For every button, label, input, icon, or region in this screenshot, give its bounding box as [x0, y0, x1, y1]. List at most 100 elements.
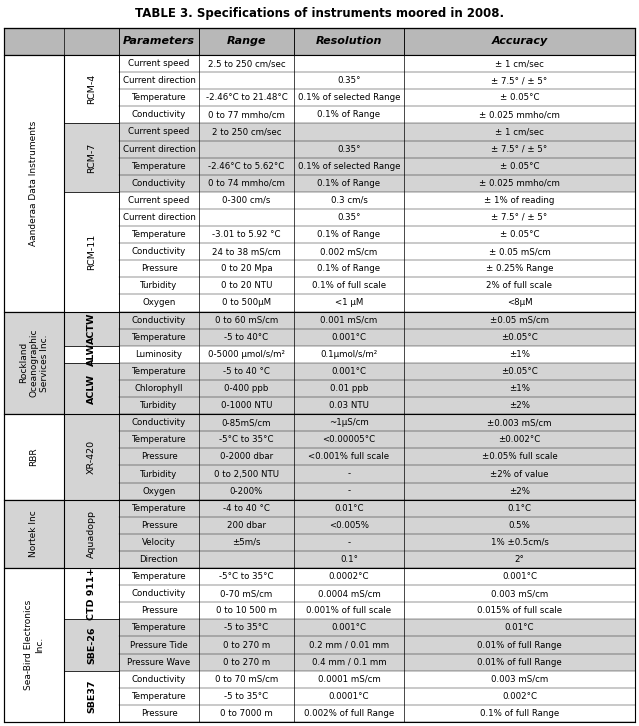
- Bar: [64, 671, 119, 722]
- Bar: [64, 123, 119, 192]
- Text: Temperature: Temperature: [132, 333, 187, 342]
- Text: ± 0.025 mmho/cm: ± 0.025 mmho/cm: [479, 179, 560, 188]
- Text: 0.1% of Range: 0.1% of Range: [318, 230, 381, 239]
- Text: 0.001 mS/cm: 0.001 mS/cm: [320, 316, 378, 325]
- Bar: [64, 619, 119, 671]
- Bar: [119, 619, 635, 671]
- Text: Direction: Direction: [139, 555, 178, 564]
- Text: Resolution: Resolution: [316, 36, 382, 46]
- Text: Current direction: Current direction: [123, 76, 196, 85]
- Text: 0 to 7000 m: 0 to 7000 m: [220, 709, 273, 718]
- Text: <0.00005°C: <0.00005°C: [323, 436, 376, 444]
- Text: Temperature: Temperature: [132, 162, 187, 171]
- Text: Pressure Tide: Pressure Tide: [130, 640, 188, 650]
- Text: 0.35°: 0.35°: [337, 213, 361, 222]
- Text: ± 0.05°C: ± 0.05°C: [500, 93, 539, 102]
- Text: Pressure: Pressure: [141, 264, 178, 273]
- Text: SBE37: SBE37: [87, 680, 96, 713]
- Text: Temperature: Temperature: [132, 572, 187, 581]
- Bar: [119, 55, 635, 123]
- Text: 0.001% of full scale: 0.001% of full scale: [307, 606, 392, 616]
- Text: -3.01 to 5.92 °C: -3.01 to 5.92 °C: [212, 230, 281, 239]
- Text: Temperature: Temperature: [132, 436, 187, 444]
- Text: Pressure Wave: Pressure Wave: [127, 658, 190, 666]
- Text: Current speed: Current speed: [128, 196, 190, 205]
- Text: Temperature: Temperature: [132, 230, 187, 239]
- Text: 0.35°: 0.35°: [337, 76, 361, 85]
- Text: ±0.05% full scale: ±0.05% full scale: [482, 452, 557, 462]
- Text: -: -: [348, 486, 351, 496]
- Text: RCM-7: RCM-7: [87, 142, 96, 173]
- Text: Conductivity: Conductivity: [132, 179, 186, 188]
- Text: 0.35°: 0.35°: [337, 144, 361, 154]
- Text: Nortek Inc: Nortek Inc: [29, 510, 38, 558]
- Text: 0.001°C: 0.001°C: [332, 367, 367, 376]
- Text: ±1%: ±1%: [509, 350, 530, 359]
- Text: ±2%: ±2%: [509, 486, 530, 496]
- Text: 0 to 60 mS/cm: 0 to 60 mS/cm: [215, 316, 278, 325]
- Text: 0-2000 dbar: 0-2000 dbar: [220, 452, 273, 462]
- Text: TABLE 3. Specifications of instruments moored in 2008.: TABLE 3. Specifications of instruments m…: [135, 7, 504, 20]
- Text: 0.1% of full Range: 0.1% of full Range: [480, 709, 559, 718]
- Bar: [4, 568, 64, 722]
- Text: CTD 911+: CTD 911+: [87, 568, 96, 620]
- Text: Turbidity: Turbidity: [141, 470, 178, 478]
- Text: 0.1μmol/s/m²: 0.1μmol/s/m²: [320, 350, 378, 359]
- Text: Parameters: Parameters: [123, 36, 195, 46]
- Text: Chlorophyll: Chlorophyll: [135, 384, 183, 393]
- Text: Conductivity: Conductivity: [132, 590, 186, 598]
- Text: 24 to 38 mS/cm: 24 to 38 mS/cm: [212, 247, 281, 256]
- Text: Temperature: Temperature: [132, 624, 187, 632]
- Text: -: -: [348, 538, 351, 547]
- Text: Conductivity: Conductivity: [132, 674, 186, 684]
- Text: Pressure: Pressure: [141, 709, 178, 718]
- Text: RBR: RBR: [29, 448, 38, 466]
- Text: 0.4 mm / 0.1 mm: 0.4 mm / 0.1 mm: [312, 658, 387, 666]
- Bar: [4, 311, 64, 414]
- Bar: [119, 123, 635, 192]
- Text: -5 to 40°C: -5 to 40°C: [224, 333, 268, 342]
- Text: ± 1% of reading: ± 1% of reading: [484, 196, 555, 205]
- Text: 1% ±0.5cm/s: 1% ±0.5cm/s: [491, 538, 548, 547]
- Text: 0.001°C: 0.001°C: [332, 333, 367, 342]
- Text: 0.003 mS/cm: 0.003 mS/cm: [491, 674, 548, 684]
- Bar: [119, 568, 635, 619]
- Bar: [119, 192, 635, 311]
- Text: ACTW: ACTW: [87, 313, 96, 344]
- Bar: [119, 311, 635, 346]
- Text: Current direction: Current direction: [123, 144, 196, 154]
- Text: Temperature: Temperature: [132, 504, 187, 513]
- Text: ± 7.5° / ± 5°: ± 7.5° / ± 5°: [491, 76, 548, 85]
- Text: 0 to 10 500 m: 0 to 10 500 m: [216, 606, 277, 616]
- Text: Turbidity: Turbidity: [141, 282, 178, 290]
- Text: Turbidity: Turbidity: [141, 401, 178, 410]
- Text: Temperature: Temperature: [132, 692, 187, 701]
- Text: -4 to 40 °C: -4 to 40 °C: [223, 504, 270, 513]
- Bar: [4, 499, 64, 568]
- Text: 0.001°C: 0.001°C: [502, 572, 537, 581]
- Text: 0 to 77 mmho/cm: 0 to 77 mmho/cm: [208, 110, 285, 119]
- Text: <1 μM: <1 μM: [335, 298, 363, 308]
- Text: -5 to 40 °C: -5 to 40 °C: [223, 367, 270, 376]
- Bar: [4, 28, 635, 55]
- Text: ±0.002°C: ±0.002°C: [498, 436, 541, 444]
- Text: 0.001°C: 0.001°C: [332, 624, 367, 632]
- Text: SBE-26: SBE-26: [87, 627, 96, 664]
- Text: 0.1% of Range: 0.1% of Range: [318, 110, 381, 119]
- Text: 0.0004 mS/cm: 0.0004 mS/cm: [318, 590, 380, 598]
- Text: Conductivity: Conductivity: [132, 418, 186, 427]
- Text: 0 to 270 m: 0 to 270 m: [223, 640, 270, 650]
- Text: 0-1000 NTU: 0-1000 NTU: [220, 401, 272, 410]
- Text: 0 to 20 Mpa: 0 to 20 Mpa: [220, 264, 272, 273]
- Text: 2% of full scale: 2% of full scale: [486, 282, 553, 290]
- Text: Oxygen: Oxygen: [142, 298, 176, 308]
- Text: 2 to 250 cm/sec: 2 to 250 cm/sec: [212, 128, 281, 136]
- Text: ~1μS/cm: ~1μS/cm: [329, 418, 369, 427]
- Text: ACLW: ACLW: [87, 373, 96, 404]
- Text: ± 0.025 mmho/cm: ± 0.025 mmho/cm: [479, 110, 560, 119]
- Text: <0.005%: <0.005%: [329, 521, 369, 530]
- Text: 0.1% of full scale: 0.1% of full scale: [312, 282, 386, 290]
- Text: 0.002 mS/cm: 0.002 mS/cm: [320, 247, 378, 256]
- Text: Temperature: Temperature: [132, 367, 187, 376]
- Text: 0 to 2,500 NTU: 0 to 2,500 NTU: [214, 470, 279, 478]
